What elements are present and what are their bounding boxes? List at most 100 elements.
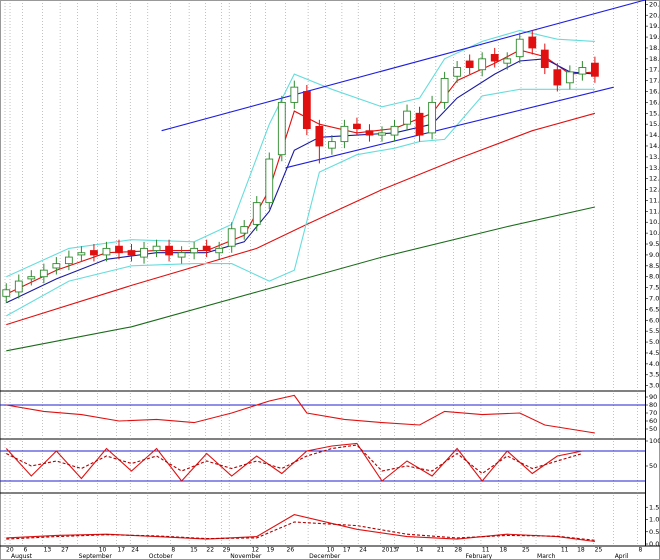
x-tick-label: 7	[396, 547, 400, 554]
x-tick-label: October	[149, 553, 174, 560]
x-tick-label: 11	[561, 547, 569, 554]
candle-body	[14, 280, 23, 293]
y-tick-label: 7.5	[649, 284, 659, 292]
y-tick-label: 15.5	[649, 109, 660, 117]
y-tick-label: 1.0	[649, 516, 659, 524]
candle-body	[302, 91, 311, 129]
candle-body	[565, 71, 574, 84]
y-tick-label: 17.5	[649, 66, 660, 74]
candle-body	[428, 101, 436, 134]
x-tick-label: 6	[24, 547, 28, 554]
y-tick-label: 19.5	[649, 22, 660, 30]
y-tick-label: 19.0	[649, 33, 660, 41]
y-tick-label: 17.0	[649, 77, 660, 85]
x-tick-label: 29	[223, 547, 231, 554]
line-series	[6, 112, 596, 326]
candle-body	[415, 112, 424, 136]
x-tick-label: 25	[595, 547, 603, 554]
x-tick-label: 24	[131, 547, 139, 554]
y-tick-label: 4.5	[649, 349, 659, 357]
x-tick-label: February	[466, 553, 493, 560]
candle-body	[140, 247, 148, 258]
candle-body	[39, 269, 48, 278]
candle-body	[265, 158, 274, 204]
y-tick-label: 10.5	[649, 218, 660, 226]
x-tick-label: 8	[171, 547, 175, 554]
line-series	[285, 86, 614, 169]
candle-body	[440, 77, 449, 103]
x-tick-label: 18	[499, 547, 507, 554]
y-tick-label: 8.5	[649, 262, 659, 270]
x-tick-label: August	[11, 553, 33, 560]
y-tick-label: 0.0	[649, 540, 659, 548]
candle-body	[353, 123, 361, 129]
y-tick-label: 80	[649, 401, 657, 409]
candle-body	[315, 125, 324, 147]
x-tick-label: April	[615, 553, 629, 560]
y-tick-label: 1.5	[649, 503, 659, 511]
y-tick-label: 8.0	[649, 273, 659, 281]
line-series	[6, 394, 595, 434]
y-tick-label: 6.0	[649, 316, 659, 324]
candle-body	[515, 38, 524, 58]
x-tick-label: December	[309, 553, 341, 560]
candle-body	[490, 54, 499, 62]
x-tick-label: 19	[267, 547, 275, 554]
x-tick-label: 21	[437, 547, 445, 554]
candle-body	[540, 49, 549, 68]
y-tick-label: 10.0	[649, 229, 660, 237]
y-tick-label: 3.5	[649, 371, 659, 379]
x-tick-label: 24	[359, 547, 367, 554]
x-tick-label: September	[79, 553, 113, 560]
y-tick-label: 20.0	[649, 11, 660, 19]
line-series	[6, 88, 595, 317]
y-tick-label: 11.0	[649, 207, 660, 215]
candle-body	[215, 247, 224, 254]
y-tick-label: 12.5	[649, 175, 660, 183]
x-tick-label: 13	[44, 547, 52, 554]
y-tick-label: 60	[649, 417, 657, 425]
line-series	[6, 58, 595, 304]
y-tick-label: 50	[649, 425, 657, 433]
candle-body	[102, 247, 111, 256]
candle-body	[190, 247, 199, 254]
candle-body	[77, 252, 86, 256]
x-tick-label: 15	[190, 547, 198, 554]
x-tick-label: 26	[287, 547, 295, 554]
candle-body	[240, 226, 249, 234]
candle-body	[478, 58, 487, 71]
y-tick-label: 12.0	[649, 186, 660, 194]
y-tick-label: 4.0	[649, 360, 659, 368]
x-tick-label: 14	[416, 547, 424, 554]
y-tick-label: 5.0	[649, 338, 659, 346]
candle-body	[528, 36, 537, 49]
y-tick-label: 7.0	[649, 294, 659, 302]
x-tick-label: 27	[61, 547, 69, 554]
candle-body	[578, 67, 587, 75]
x-tick-label: 10	[99, 547, 107, 554]
line-series	[6, 206, 596, 352]
y-tick-label: 0.5	[649, 528, 659, 536]
x-tick-label: 2013	[382, 547, 397, 554]
candle-body	[503, 58, 512, 64]
candle-body	[591, 62, 599, 77]
candle-body	[277, 101, 286, 156]
candle-body	[390, 125, 399, 136]
y-tick-label: 18.5	[649, 44, 660, 52]
x-tick-label: 10	[327, 547, 335, 554]
candle-body	[553, 69, 562, 86]
y-tick-label: 5.5	[649, 327, 659, 335]
x-tick-label: 8	[638, 547, 642, 554]
y-tick-label: 13.0	[649, 164, 660, 172]
line-series	[161, 0, 646, 132]
x-tick-label: 25	[522, 547, 530, 554]
candle-body	[2, 289, 11, 297]
y-tick-label: 9.5	[649, 240, 659, 248]
y-tick-label: 18.0	[649, 55, 660, 63]
candle-body	[403, 110, 411, 125]
y-tick-label: 6.5	[649, 305, 659, 313]
line-series	[6, 521, 595, 541]
candle-body	[453, 67, 462, 77]
y-tick-label: 70	[649, 409, 657, 417]
candle-body	[165, 245, 173, 256]
